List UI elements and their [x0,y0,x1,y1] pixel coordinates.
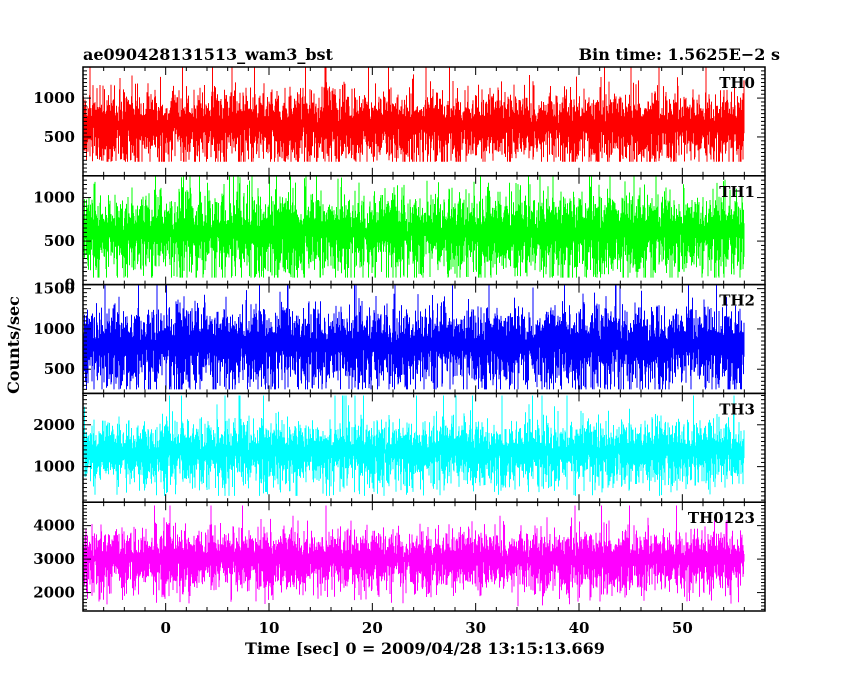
panel-label-th2: TH2 [719,292,755,310]
y-tick-label: 1500 [33,280,75,298]
x-tick-label: 50 [672,619,693,637]
y-tick-label: 500 [44,128,75,146]
panel-th2: 500 1000 1500 TH2 [33,280,766,395]
panel-label-th0123: TH0123 [688,509,755,527]
x-tick-label: 30 [465,619,486,637]
x-tick-label: 40 [569,619,590,637]
series-th2 [82,284,745,390]
x-tick-label: 0 [160,619,170,637]
x-tick-label: 10 [259,619,280,637]
series-th3 [82,395,745,496]
panel-label-th1: TH1 [719,183,755,201]
panel-th1: 0 500 1000 TH1 [33,175,766,294]
series-th0123 [82,505,745,607]
series-th1 [82,175,745,278]
y-axis-title: Counts/sec [4,296,23,394]
y-tick-label: 3000 [33,550,75,568]
y-tick-label: 1000 [33,320,75,338]
y-tick-label: 4000 [33,517,75,535]
panel-th3: 1000 2000 TH3 [33,392,766,503]
y-tick-label: 500 [44,360,75,378]
y-tick-label: 2000 [33,584,75,602]
y-tick-label: 1000 [33,89,75,107]
y-tick-label: 1000 [33,189,75,207]
x-axis-title: Time [sec] 0 = 2009/04/28 13:15:13.669 [245,639,605,658]
y-tick-label: 0 [65,276,75,294]
panel-frame [82,501,766,612]
y-tick-label: 500 [44,232,75,250]
bin-time-label: Bin time: 1.5625E−2 s [579,45,780,64]
panels: 500 1000 TH0 0 500 1000 TH1 500 1000 1500 TH2 1000 2… [33,66,766,612]
chart-title: ae090428131513_wam3_bst [83,45,334,64]
series-th0 [82,67,745,162]
x-tick-labels: 0 10 20 30 40 50 [160,619,692,637]
y-tick-label: 2000 [33,416,75,434]
y-tick-label: 1000 [33,458,75,476]
panel-label-th3: TH3 [719,400,755,418]
panel-th0: 500 1000 TH0 [33,66,766,177]
panel-th0123: 2000 3000 4000 TH0123 [33,501,766,612]
panel-label-th0: TH0 [719,74,755,92]
x-tick-label: 20 [362,619,383,637]
